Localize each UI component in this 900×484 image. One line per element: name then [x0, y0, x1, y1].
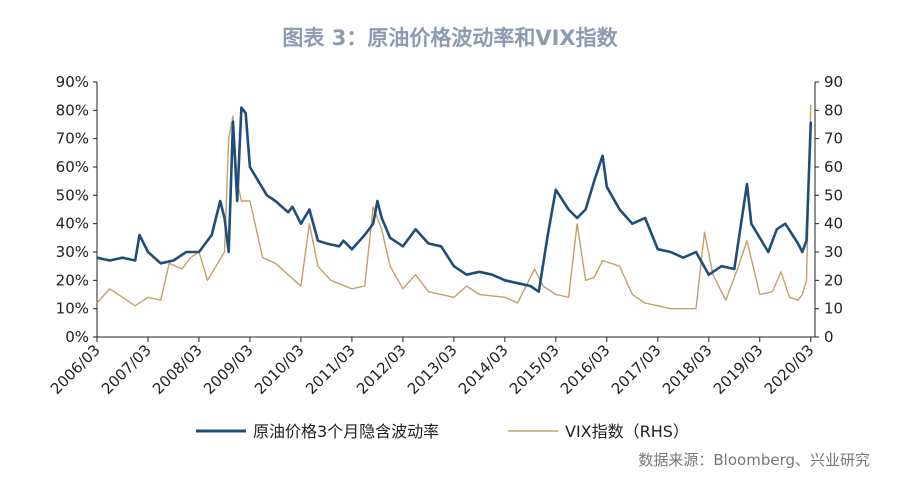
x-tick-label: 2006/03 [47, 341, 104, 398]
y-left-tick-label: 10% [56, 300, 89, 318]
x-tick-label: 2017/03 [608, 341, 665, 398]
y-left-tick-label: 0% [65, 328, 89, 346]
series-line-vix [96, 104, 812, 310]
series-line-oil-implied-vol [96, 106, 813, 294]
y-left-tick-label: 80% [56, 101, 89, 119]
x-tick-label: 2009/03 [200, 341, 257, 398]
legend-label-oil: 原油价格3个月隐含波动率 [253, 422, 439, 441]
legend: 原油价格3个月隐含波动率 VIX指数（RHS） [196, 422, 689, 441]
series-layer [96, 104, 813, 310]
x-tick-label: 2018/03 [659, 341, 716, 398]
y-right-tick-label: 50 [824, 186, 843, 204]
x-tick-label: 2014/03 [455, 341, 512, 398]
y-right-tick-label: 80 [824, 101, 843, 119]
y-right-tick-label: 0 [824, 328, 834, 346]
chart-title: 图表 3：原油价格波动率和VIX指数 [282, 26, 618, 50]
x-tick-label: 2012/03 [353, 341, 410, 398]
x-tick-label: 2016/03 [557, 341, 614, 398]
y-right-tick-label: 40 [824, 215, 843, 233]
y-left-tick-label: 40% [56, 215, 89, 233]
legend-label-vix: VIX指数（RHS） [565, 422, 689, 441]
y-left-tick-label: 20% [56, 271, 89, 289]
y-right-tick-label: 30 [824, 243, 843, 261]
y-left-tick-label: 90% [56, 73, 89, 91]
x-tick-label: 2020/03 [761, 341, 818, 398]
y-right-tick-label: 70 [824, 130, 843, 148]
y-right-tick-label: 20 [824, 271, 843, 289]
x-tick-label: 2007/03 [98, 341, 155, 398]
x-tick-label: 2019/03 [710, 341, 767, 398]
x-tick-label: 2015/03 [506, 341, 563, 398]
x-tick-label: 2008/03 [149, 341, 206, 398]
x-tick-label: 2013/03 [404, 341, 461, 398]
x-tick-label: 2010/03 [251, 341, 308, 398]
axes-group: 0% 10% 20% 30% 40% 50% 60% 70% 80% 90% 0 10 20 30 40 50… [47, 73, 843, 398]
y-right-tick-label: 90 [824, 73, 843, 91]
source-note: 数据来源：Bloomberg、兴业研究 [638, 451, 870, 469]
y-left-tick-label: 30% [56, 243, 89, 261]
y-right-tick-label: 10 [824, 300, 843, 318]
y-right-tick-label: 60 [824, 158, 843, 176]
y-left-tick-label: 70% [56, 130, 89, 148]
y-left-tick-label: 60% [56, 158, 89, 176]
x-tick-label: 2011/03 [302, 341, 359, 398]
y-left-tick-label: 50% [56, 186, 89, 204]
